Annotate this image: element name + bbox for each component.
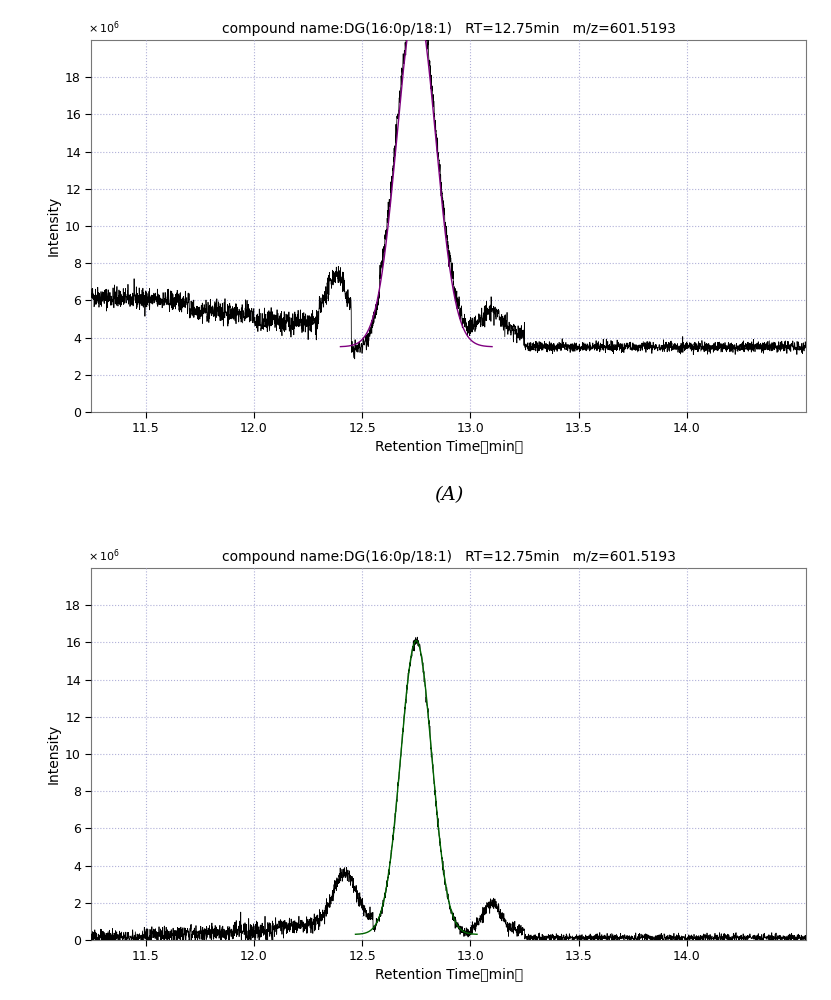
X-axis label: Retention Time（min）: Retention Time（min） (375, 439, 523, 453)
Title: compound name:DG(16:0p/18:1)   RT=12.75min   m/z=601.5193: compound name:DG(16:0p/18:1) RT=12.75min… (222, 22, 676, 36)
Text: $\times\,10^6$: $\times\,10^6$ (88, 20, 120, 36)
Text: (A): (A) (434, 486, 464, 504)
Title: compound name:DG(16:0p/18:1)   RT=12.75min   m/z=601.5193: compound name:DG(16:0p/18:1) RT=12.75min… (222, 550, 676, 564)
Text: $\times\,10^6$: $\times\,10^6$ (88, 548, 120, 564)
X-axis label: Retention Time（min）: Retention Time（min） (375, 968, 523, 982)
Y-axis label: Intensity: Intensity (47, 724, 61, 784)
Y-axis label: Intensity: Intensity (47, 196, 61, 256)
